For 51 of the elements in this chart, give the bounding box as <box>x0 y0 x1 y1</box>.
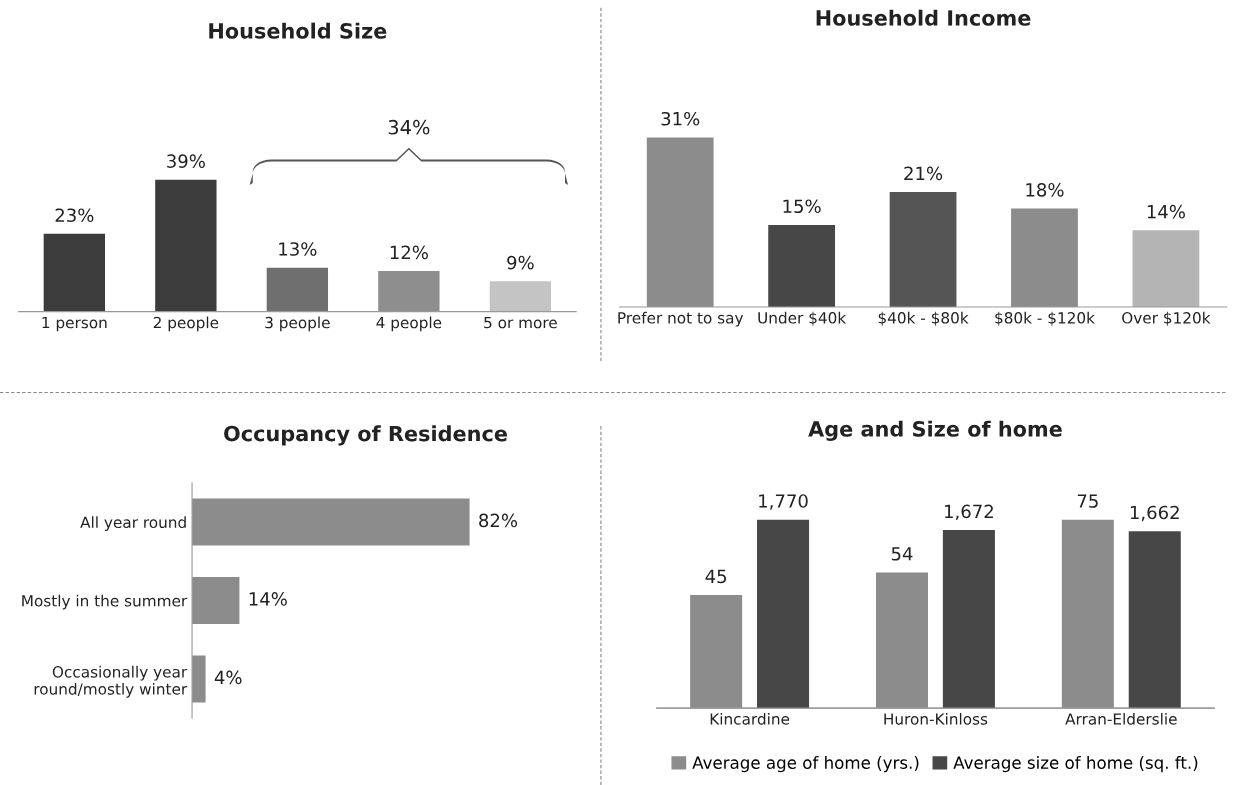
x-tick-label: 3 people <box>265 316 330 332</box>
legend-label: Average size of home (sq. ft.) <box>953 756 1198 773</box>
x-tick-label: 2 people <box>153 316 219 332</box>
bar <box>266 267 329 312</box>
y-tick-label: Mostly in the summer <box>22 594 188 610</box>
chart-title: Occupancy of Residence <box>224 425 507 446</box>
bar <box>889 192 957 307</box>
bar <box>155 179 217 312</box>
data-label: 9% <box>507 255 534 270</box>
data-label: 13% <box>279 242 317 256</box>
data-label: 23% <box>55 208 94 223</box>
x-tick-label: Kincardine <box>710 712 790 725</box>
x-tick-label: Prefer not to say <box>618 311 744 327</box>
data-label: 1,770 <box>759 494 808 510</box>
bar <box>43 233 106 312</box>
data-label: 54 <box>891 547 913 561</box>
data-label: 4% <box>214 670 242 685</box>
bar <box>1011 208 1078 307</box>
data-label: 31% <box>661 111 700 126</box>
data-label: 39% <box>167 154 205 168</box>
x-tick-label: $80k - $120k <box>995 311 1095 326</box>
text: 34% <box>388 119 430 135</box>
x-tick-label: 4 people <box>376 316 442 332</box>
data-label: 14% <box>249 592 287 606</box>
x-tick-label: $40k - $80k <box>878 311 969 326</box>
chart-title: Household Income <box>816 9 1031 26</box>
y-tick-label: All year round <box>80 516 186 532</box>
data-label: 12% <box>390 245 428 260</box>
data-label: 15% <box>783 199 821 214</box>
chart-title: Age and Size of home <box>808 420 1062 441</box>
data-label: 1,672 <box>945 504 993 521</box>
x-tick-label: Huron-Kinloss <box>884 712 988 725</box>
legend-label: Average age of home (yrs.) <box>692 756 919 773</box>
bar <box>1132 230 1200 307</box>
y-tick-label: Occasionally year round/mostly winter <box>34 665 188 698</box>
bar <box>489 281 552 312</box>
data-label: 75 <box>1077 494 1098 508</box>
x-tick-label: Under $40k <box>758 311 847 326</box>
data-label: 1,662 <box>1130 505 1179 522</box>
x-tick-label: Over $120k <box>1122 311 1211 326</box>
bar <box>646 137 714 307</box>
data-label: 21% <box>904 166 943 181</box>
x-tick-label: 5 or more <box>484 316 557 329</box>
data-label: 14% <box>1147 204 1185 219</box>
bar <box>768 224 836 307</box>
data-label: 82% <box>479 513 518 528</box>
x-tick-label: Arran-Elderslie <box>1065 712 1177 725</box>
x-tick-label: 1 person <box>42 316 107 332</box>
data-label: 45 <box>705 569 727 584</box>
chart-title: Household Size <box>209 22 387 39</box>
data-label: 18% <box>1026 182 1064 197</box>
